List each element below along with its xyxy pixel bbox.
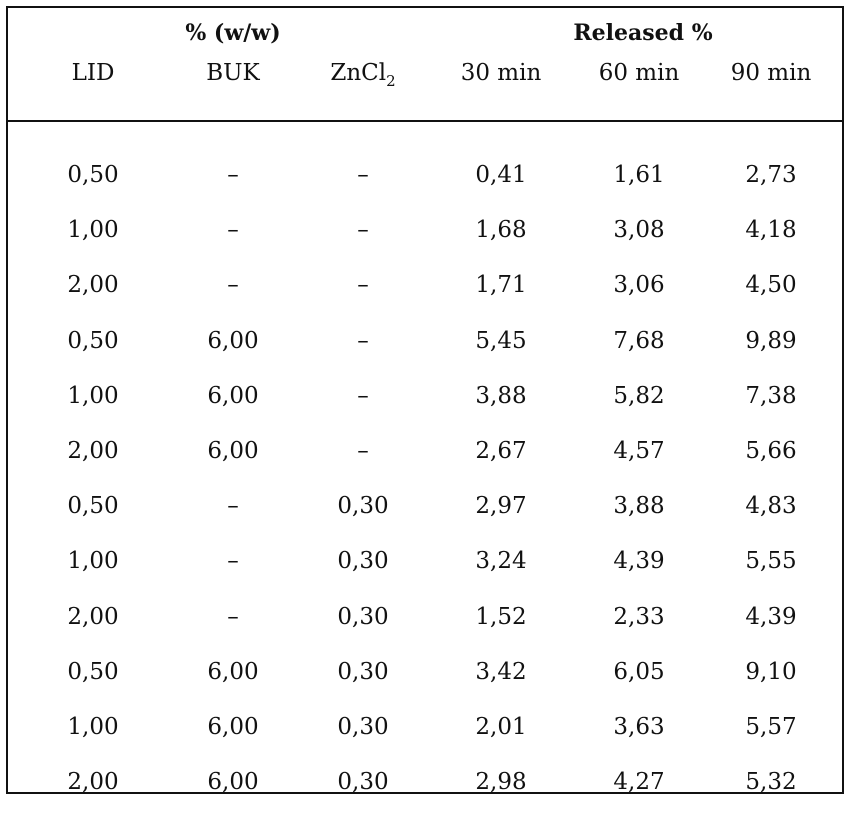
cell-buk: 6,00 [207,658,259,685]
cell-90min: 7,38 [745,382,797,409]
cell-lid: 0,50 [67,162,119,188]
data-table: % (w/w) Released % LID BUK ZnCl2 30 min … [6,6,844,795]
table-row: 1,00 – 0,30 3,24 4,39 5,55 [8,544,842,599]
zncl-base: ZnCl [330,60,387,86]
column-header-buk: BUK [206,60,260,86]
cell-60min: 3,63 [613,713,665,740]
cell-90min: 5,66 [745,437,797,464]
cell-90min: 5,55 [745,548,797,575]
column-header-60min: 60 min [598,60,680,86]
cell-30min: 2,01 [475,713,527,740]
cell-60min: 4,39 [613,548,665,575]
group-header-released: Released % [573,20,713,46]
cell-lid: 1,00 [67,548,119,575]
cell-buk: 6,00 [207,713,259,740]
table-row: 2,00 6,00 0,30 2,98 4,27 5,32 [8,765,842,820]
cell-buk: – [227,603,239,630]
header-divider [8,120,842,122]
table-body: 0,50 – – 0,41 1,61 2,73 1,00 – – 1,68 3,08 4,18 2,00… [8,158,842,820]
cell-buk: 6,00 [207,769,259,796]
column-header-lid: LID [71,60,115,86]
cell-90min: 9,10 [745,658,797,685]
cell-buk: 6,00 [207,382,259,409]
cell-zncl2: – [357,272,369,299]
cell-zncl2: 0,30 [337,658,389,685]
cell-60min: 5,82 [613,382,665,409]
cell-lid: 1,00 [67,217,119,244]
cell-zncl2: 0,30 [337,713,389,740]
cell-zncl2: – [357,217,369,244]
cell-90min: 4,18 [745,217,797,244]
cell-60min: 1,61 [613,162,665,188]
table-row: 2,00 – – 1,71 3,06 4,50 [8,268,842,323]
cell-60min: 2,33 [613,603,665,630]
cell-lid: 0,50 [67,327,119,354]
cell-lid: 0,50 [67,658,119,685]
cell-90min: 9,89 [745,327,797,354]
cell-30min: 5,45 [475,327,527,354]
cell-60min: 7,68 [613,327,665,354]
column-header-30min: 30 min [460,60,542,86]
cell-30min: 0,41 [475,162,527,188]
cell-30min: 1,68 [475,217,527,244]
cell-60min: 6,05 [613,658,665,685]
cell-30min: 3,42 [475,658,527,685]
cell-buk: – [227,217,239,244]
cell-30min: 3,24 [475,548,527,575]
cell-60min: 4,57 [613,437,665,464]
cell-60min: 4,27 [613,769,665,796]
cell-90min: 4,83 [745,493,797,520]
cell-lid: 1,00 [67,382,119,409]
cell-90min: 5,57 [745,713,797,740]
table-row: 0,50 – – 0,41 1,61 2,73 [8,158,842,213]
table-row: 0,50 6,00 – 5,45 7,68 9,89 [8,324,842,379]
table-row: 1,00 6,00 0,30 2,01 3,63 5,57 [8,710,842,765]
cell-90min: 4,50 [745,272,797,299]
group-header-weight: % (w/w) [185,20,281,46]
cell-zncl2: – [357,437,369,464]
cell-60min: 3,08 [613,217,665,244]
table-row: 1,00 6,00 – 3,88 5,82 7,38 [8,379,842,434]
cell-zncl2: 0,30 [337,769,389,796]
cell-buk: 6,00 [207,327,259,354]
cell-buk: – [227,162,239,188]
group-header-row: % (w/w) Released % [8,20,842,50]
cell-zncl2: 0,30 [337,603,389,630]
cell-60min: 3,88 [613,493,665,520]
cell-buk: – [227,548,239,575]
table-row: 0,50 6,00 0,30 3,42 6,05 9,10 [8,655,842,710]
table-row: 2,00 – 0,30 1,52 2,33 4,39 [8,600,842,655]
table-row: 1,00 – – 1,68 3,08 4,18 [8,213,842,268]
cell-zncl2: – [357,382,369,409]
cell-lid: 1,00 [67,713,119,740]
table-row: 0,50 – 0,30 2,97 3,88 4,83 [8,489,842,544]
column-header-90min: 90 min [730,60,812,86]
column-header-row: LID BUK ZnCl2 30 min 60 min 90 min [8,60,842,100]
cell-lid: 2,00 [67,272,119,299]
cell-buk: – [227,272,239,299]
cell-buk: 6,00 [207,437,259,464]
cell-lid: 2,00 [67,437,119,464]
cell-30min: 3,88 [475,382,527,409]
cell-30min: 1,71 [475,272,527,299]
cell-zncl2: – [357,162,369,188]
cell-90min: 4,39 [745,603,797,630]
cell-30min: 2,98 [475,769,527,796]
cell-30min: 2,97 [475,493,527,520]
column-header-zncl2: ZnCl2 [308,60,418,90]
zncl-subscript: 2 [386,72,396,90]
cell-lid: 2,00 [67,769,119,796]
cell-zncl2: 0,30 [337,493,389,520]
cell-90min: 2,73 [745,162,797,188]
cell-90min: 5,32 [745,769,797,796]
cell-60min: 3,06 [613,272,665,299]
cell-30min: 2,67 [475,437,527,464]
cell-zncl2: 0,30 [337,548,389,575]
cell-30min: 1,52 [475,603,527,630]
table-row: 2,00 6,00 – 2,67 4,57 5,66 [8,434,842,489]
cell-lid: 0,50 [67,493,119,520]
cell-buk: – [227,493,239,520]
cell-lid: 2,00 [67,603,119,630]
cell-zncl2: – [357,327,369,354]
